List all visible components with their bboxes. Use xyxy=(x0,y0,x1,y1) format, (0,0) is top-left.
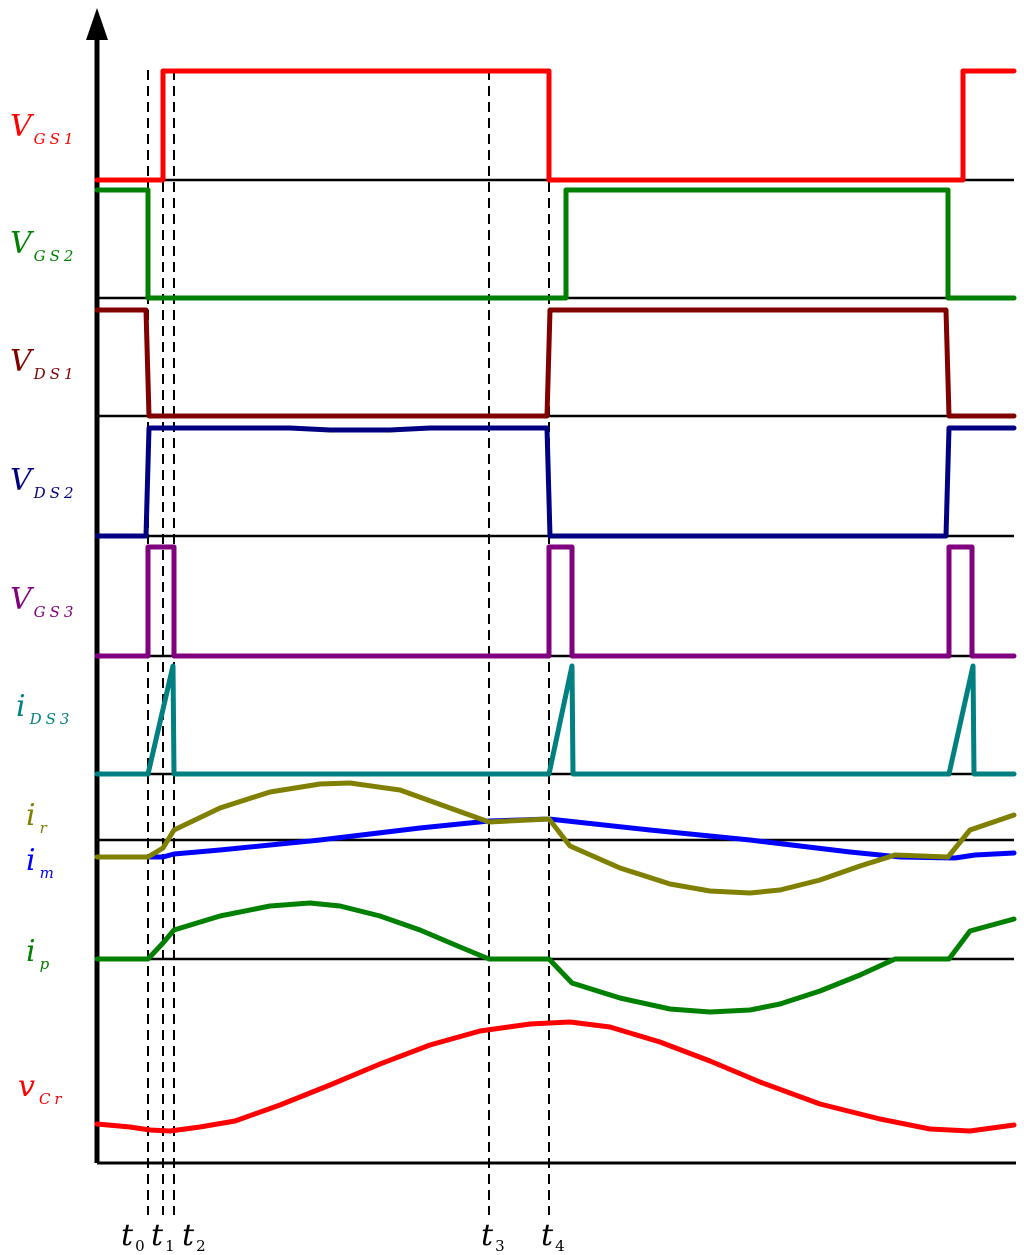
label-vds1: V DS1 xyxy=(10,344,78,383)
time-label-t0-sub: 0 xyxy=(135,1237,145,1255)
time-marker-lines xyxy=(147,70,550,1215)
label-vds1-main: V xyxy=(10,344,35,379)
waveform-vcr xyxy=(94,1019,1017,1134)
time-label-t2-sub: 2 xyxy=(196,1237,206,1255)
time-label-t0-main: t xyxy=(121,1218,134,1253)
time-label-t1-sub: 1 xyxy=(165,1237,175,1255)
label-vgs3-main: V xyxy=(10,582,35,617)
label-vds1-sub: DS1 xyxy=(33,365,78,383)
label-ids3: i DS3 xyxy=(16,689,73,728)
label-vgs1: V GS1 xyxy=(10,109,77,148)
label-vds2: V DS2 xyxy=(10,463,78,502)
label-im-main: i xyxy=(26,843,36,878)
label-ids3-main: i xyxy=(16,689,26,724)
waveform-vgs3 xyxy=(94,544,1017,659)
label-ip-sub: p xyxy=(40,955,54,973)
time-label-t4-main: t xyxy=(541,1218,554,1253)
axis-arrow-icon xyxy=(86,8,108,40)
waveform-vds2 xyxy=(94,425,1017,539)
label-vgs2: V GS2 xyxy=(10,226,77,265)
label-vds2-sub: DS2 xyxy=(33,484,78,502)
label-vgs3-sub: GS3 xyxy=(34,603,78,621)
waveform-vds1 xyxy=(94,307,1017,419)
label-ip-main: i xyxy=(26,934,36,969)
label-vcr-main: v xyxy=(18,1069,35,1104)
label-vcr-sub: Cr xyxy=(39,1090,66,1108)
time-label-t3-main: t xyxy=(481,1218,494,1253)
waveform-vgs2 xyxy=(94,187,1017,301)
label-vcr: v Cr xyxy=(18,1069,66,1108)
waveform-vgs1 xyxy=(94,68,1017,183)
time-label-t4-sub: 4 xyxy=(555,1237,565,1255)
label-vgs2-main: V xyxy=(10,226,35,261)
label-ids3-sub: DS3 xyxy=(29,710,74,728)
label-ir-sub: r xyxy=(40,819,51,837)
label-vgs1-sub: GS1 xyxy=(34,130,78,148)
label-vds2-main: V xyxy=(10,463,35,498)
label-vgs1-main: V xyxy=(10,109,35,144)
label-vgs3: V GS3 xyxy=(10,582,77,621)
time-label-t1-main: t xyxy=(151,1218,164,1253)
waveform-ids3 xyxy=(94,663,1017,777)
label-ir-main: i xyxy=(26,798,36,833)
waveform-ir xyxy=(94,780,1017,896)
axes xyxy=(86,8,1016,1165)
waveforms xyxy=(94,68,1017,1134)
label-vgs2-sub: GS2 xyxy=(34,247,78,265)
time-label-t3-sub: 3 xyxy=(495,1237,505,1255)
label-im-sub: m xyxy=(40,864,58,882)
time-label-t2-main: t xyxy=(182,1218,195,1253)
waveform-ip xyxy=(94,900,1017,1015)
